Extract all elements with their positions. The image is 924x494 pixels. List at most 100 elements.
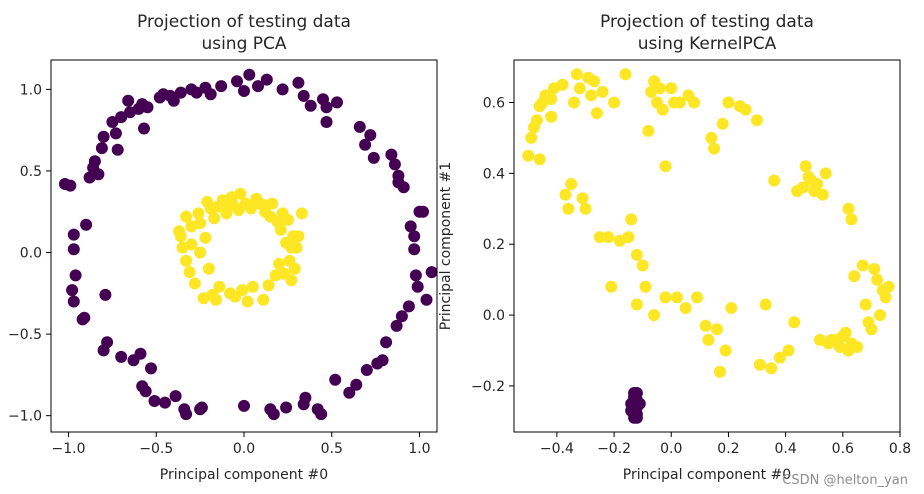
- kernelpca-point-inner-35: [636, 259, 649, 272]
- pca-point-outer-65: [299, 391, 312, 404]
- pca-point-outer-56: [252, 80, 264, 93]
- kernelpca-point-inner-82: [816, 188, 829, 201]
- pca-point-inner-59: [222, 197, 235, 210]
- kernelpca-point-inner-61: [719, 344, 732, 357]
- kernelpca-point-inner-45: [659, 291, 672, 304]
- kernelpca-point-inner-101: [871, 273, 884, 286]
- kernelpca-point-inner-31: [622, 231, 635, 244]
- pca-ytick-label-2: 0.0: [20, 246, 42, 262]
- pca-point-inner-43: [273, 257, 286, 270]
- pca-point-inner-40: [266, 197, 279, 210]
- kernelpca-point-inner-46: [665, 82, 678, 95]
- pca-point-outer-3: [67, 243, 80, 256]
- pca-point-outer-48: [195, 401, 208, 414]
- pca-point-outer-59: [267, 408, 280, 421]
- pca-point-inner-5: [183, 266, 196, 279]
- pca-point-inner-12: [199, 231, 212, 244]
- pca-point-outer-18: [101, 336, 114, 349]
- kernelpca-point-inner-19: [579, 202, 592, 215]
- pca-point-outer-76: [353, 120, 366, 133]
- kernelpca-point-inner-5: [533, 153, 546, 166]
- pca-ytick-label-1: −0.5: [8, 327, 42, 343]
- pca-point-inner-56: [285, 241, 298, 254]
- kernelpca-point-inner-36: [639, 280, 652, 293]
- pca-point-outer-5: [66, 284, 79, 297]
- kernelpca-point-inner-11: [556, 78, 569, 91]
- pca-point-outer-17: [99, 288, 112, 301]
- kernelpca-title-line1: Projection of testing data: [600, 12, 814, 32]
- kernelpca-ytick-label-0: −0.2: [471, 379, 505, 395]
- kernelpca-point-inner-28: [608, 96, 621, 109]
- pca-point-outer-62: [292, 76, 305, 89]
- pca-point-inner-32: [245, 202, 257, 215]
- pca-point-outer-2: [67, 228, 80, 241]
- pca-point-outer-86: [390, 319, 403, 332]
- kernelpca-point-inner-83: [819, 167, 832, 180]
- pca-point-outer-54: [238, 399, 250, 412]
- pca-point-outer-38: [159, 396, 171, 409]
- pca-point-outer-60: [276, 83, 289, 96]
- pca-point-outer-71: [315, 408, 328, 421]
- watermark: CSDN @helton_yan: [782, 473, 908, 488]
- pca-point-outer-80: [367, 151, 380, 164]
- kernelpca-point-inner-21: [585, 89, 598, 102]
- kernelpca-point-inner-34: [630, 298, 643, 311]
- kernelpca-point-inner-22: [588, 75, 601, 88]
- pca-point-inner-54: [292, 230, 305, 243]
- pca-point-outer-8: [78, 311, 91, 324]
- pca-point-inner-4: [180, 254, 193, 267]
- kernelpca-point-inner-49: [673, 96, 686, 109]
- pca-point-outer-44: [180, 408, 193, 421]
- pca-point-inner-52: [288, 262, 301, 275]
- kernelpca-point-inner-16: [570, 68, 583, 81]
- kernelpca-point-inner-55: [702, 333, 715, 346]
- pca-point-outer-19: [106, 116, 119, 128]
- pca-axes-frame: [50, 59, 438, 433]
- kernelpca-x-axis-label: Principal component #0: [623, 467, 791, 483]
- pca-point-outer-40: [167, 94, 180, 107]
- kernelpca-ytick-label-2: 0.2: [483, 237, 505, 253]
- kernelpca-point-inner-58: [711, 323, 723, 336]
- pca-point-inner-50: [285, 274, 298, 287]
- kernelpca-ytick-label-1: 0.0: [483, 308, 505, 324]
- pca-point-inner-48: [281, 213, 294, 226]
- kernelpca-point-outer-14: [628, 411, 641, 424]
- kernelpca-point-inner-67: [753, 358, 766, 371]
- kernelpca-point-inner-59: [713, 365, 726, 378]
- kernelpca-point-inner-73: [788, 316, 801, 329]
- pca-point-outer-77: [359, 138, 372, 151]
- pca-point-outer-96: [411, 280, 424, 293]
- kernelpca-point-inner-96: [856, 259, 869, 272]
- pca-point-outer-84: [385, 148, 398, 161]
- kernelpca-point-inner-92: [845, 213, 858, 226]
- kernelpca-point-inner-1: [525, 131, 538, 144]
- pca-point-outer-15: [97, 130, 110, 143]
- kernelpca-point-inner-23: [590, 107, 603, 120]
- pca-point-outer-94: [408, 243, 421, 256]
- pca-x-axis-label: Principal component #0: [160, 467, 328, 483]
- pca-point-inner-55: [295, 207, 308, 220]
- pca-point-inner-18: [209, 293, 222, 306]
- kernelpca-xtick-label-1: −0.2: [597, 441, 631, 457]
- pca-point-outer-33: [141, 101, 154, 114]
- kernelpca-point-inner-9: [545, 93, 558, 105]
- kernelpca-point-inner-76: [799, 160, 812, 173]
- kernelpca-xtick-label-5: 0.6: [832, 441, 854, 457]
- kernelpca-xtick-label-0: −0.4: [540, 441, 574, 457]
- pca-point-outer-95: [409, 269, 422, 282]
- pca-ytick-label-3: 0.5: [20, 164, 42, 180]
- kernelpca-point-inner-91: [842, 202, 855, 215]
- pca-point-inner-44: [274, 223, 287, 236]
- kernelpca-point-inner-0: [522, 149, 535, 162]
- kernelpca-point-inner-26: [602, 231, 615, 244]
- pca-point-outer-1: [64, 179, 77, 192]
- pca-point-inner-33: [246, 280, 259, 293]
- kernelpca-plot-area: [522, 68, 895, 424]
- kernelpca-ticks: −0.4 −0.2 0.0 0.2 0.4 0.6 0.8 −0.2 0.0 0.2 0.4 0.6: [471, 96, 911, 457]
- kernelpca-ytick-label-4: 0.6: [483, 96, 505, 112]
- kernelpca-point-inner-52: [688, 96, 701, 109]
- kernelpca-point-inner-14: [565, 178, 578, 190]
- kernelpca-point-inner-40: [648, 309, 661, 322]
- pca-point-outer-99: [420, 293, 433, 306]
